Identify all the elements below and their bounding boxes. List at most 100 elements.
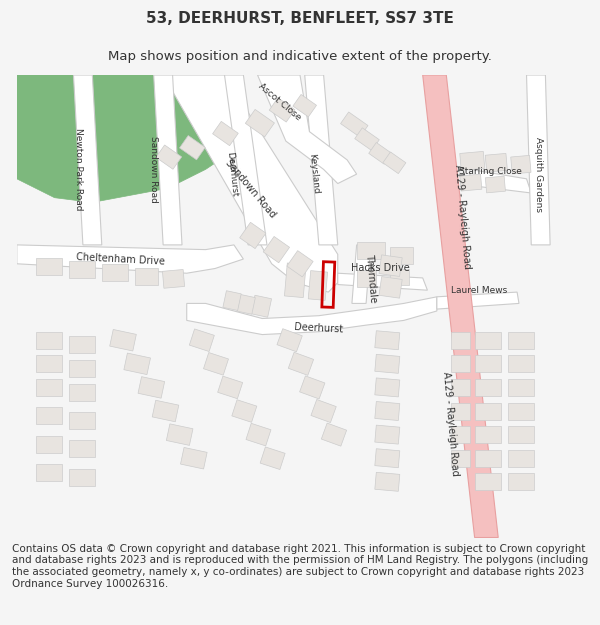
Polygon shape [102, 264, 128, 281]
Polygon shape [284, 263, 306, 298]
Polygon shape [308, 271, 328, 301]
Text: 53, DEERHURST, BENFLEET, SS7 3TE: 53, DEERHURST, BENFLEET, SS7 3TE [146, 11, 454, 26]
Polygon shape [138, 377, 164, 398]
Text: Laurel Mews: Laurel Mews [451, 286, 508, 295]
Text: Hacks Drive: Hacks Drive [351, 264, 410, 274]
Text: Map shows position and indicative extent of the property.: Map shows position and indicative extent… [108, 50, 492, 62]
Text: Keysland: Keysland [308, 153, 321, 195]
Polygon shape [475, 356, 501, 372]
Polygon shape [475, 332, 501, 349]
Polygon shape [508, 379, 534, 396]
Polygon shape [69, 469, 95, 486]
Text: Deerhurst: Deerhurst [225, 151, 239, 197]
Polygon shape [437, 292, 519, 309]
Polygon shape [379, 277, 402, 298]
Polygon shape [451, 332, 470, 349]
Polygon shape [36, 436, 62, 452]
Polygon shape [36, 464, 62, 481]
Polygon shape [475, 379, 501, 396]
Polygon shape [299, 376, 325, 399]
Polygon shape [277, 329, 302, 352]
Polygon shape [511, 156, 531, 174]
Polygon shape [379, 255, 402, 276]
Polygon shape [135, 268, 158, 284]
Polygon shape [375, 449, 400, 468]
Polygon shape [508, 450, 534, 467]
Polygon shape [245, 109, 274, 137]
Polygon shape [36, 332, 62, 349]
Polygon shape [475, 473, 501, 490]
Polygon shape [485, 153, 508, 172]
Polygon shape [475, 426, 501, 443]
Polygon shape [383, 152, 406, 174]
Polygon shape [288, 352, 314, 376]
Polygon shape [218, 376, 242, 399]
Polygon shape [69, 360, 95, 377]
Polygon shape [451, 426, 470, 443]
Polygon shape [36, 258, 62, 275]
Polygon shape [356, 242, 385, 259]
Polygon shape [451, 356, 470, 372]
Polygon shape [375, 378, 400, 397]
Text: Deerhurst: Deerhurst [294, 322, 344, 334]
Text: A129 - Rayleigh Road: A129 - Rayleigh Road [453, 164, 472, 269]
Polygon shape [237, 294, 256, 314]
Polygon shape [508, 356, 534, 372]
Polygon shape [375, 354, 400, 373]
Polygon shape [73, 75, 102, 245]
Polygon shape [154, 75, 182, 245]
Polygon shape [311, 399, 336, 422]
Polygon shape [475, 402, 501, 419]
Polygon shape [287, 251, 313, 277]
Polygon shape [246, 423, 271, 446]
Polygon shape [389, 269, 409, 284]
Polygon shape [470, 169, 531, 193]
Polygon shape [375, 331, 400, 350]
Polygon shape [355, 128, 379, 151]
Polygon shape [203, 352, 229, 375]
Polygon shape [163, 75, 338, 292]
Polygon shape [451, 402, 470, 419]
Polygon shape [375, 401, 400, 421]
Polygon shape [508, 426, 534, 443]
Polygon shape [257, 75, 356, 184]
Polygon shape [156, 145, 182, 169]
Text: Cheltenham Drive: Cheltenham Drive [76, 252, 166, 266]
Polygon shape [232, 400, 257, 422]
Polygon shape [508, 473, 534, 490]
Polygon shape [69, 336, 95, 354]
Polygon shape [163, 269, 185, 288]
Text: Starling Close: Starling Close [459, 167, 522, 176]
Polygon shape [152, 400, 179, 422]
Polygon shape [187, 297, 437, 334]
Polygon shape [69, 412, 95, 429]
Polygon shape [124, 353, 151, 374]
Polygon shape [17, 75, 244, 202]
Polygon shape [460, 174, 482, 191]
Polygon shape [36, 356, 62, 372]
Polygon shape [369, 142, 392, 164]
Polygon shape [269, 98, 295, 122]
Polygon shape [69, 384, 95, 401]
Text: Contains OS data © Crown copyright and database right 2021. This information is : Contains OS data © Crown copyright and d… [12, 544, 588, 589]
Text: Thorndale: Thorndale [364, 253, 378, 302]
Text: Sandown Road: Sandown Road [149, 136, 158, 203]
Polygon shape [260, 447, 285, 469]
Polygon shape [389, 247, 413, 264]
Polygon shape [451, 450, 470, 467]
Polygon shape [338, 273, 427, 290]
Text: A129 - Rayleigh Road: A129 - Rayleigh Road [442, 372, 461, 477]
Polygon shape [212, 121, 238, 146]
Text: Asquith Gardens: Asquith Gardens [535, 137, 544, 212]
Text: Sandown Road: Sandown Road [224, 158, 278, 219]
Text: Newton Park Road: Newton Park Road [74, 128, 83, 211]
Polygon shape [423, 75, 498, 538]
Polygon shape [305, 75, 338, 245]
Polygon shape [251, 295, 272, 318]
Polygon shape [190, 329, 214, 351]
Polygon shape [69, 440, 95, 458]
Polygon shape [293, 94, 317, 117]
Polygon shape [451, 379, 470, 396]
Polygon shape [239, 222, 266, 249]
Polygon shape [475, 450, 501, 467]
